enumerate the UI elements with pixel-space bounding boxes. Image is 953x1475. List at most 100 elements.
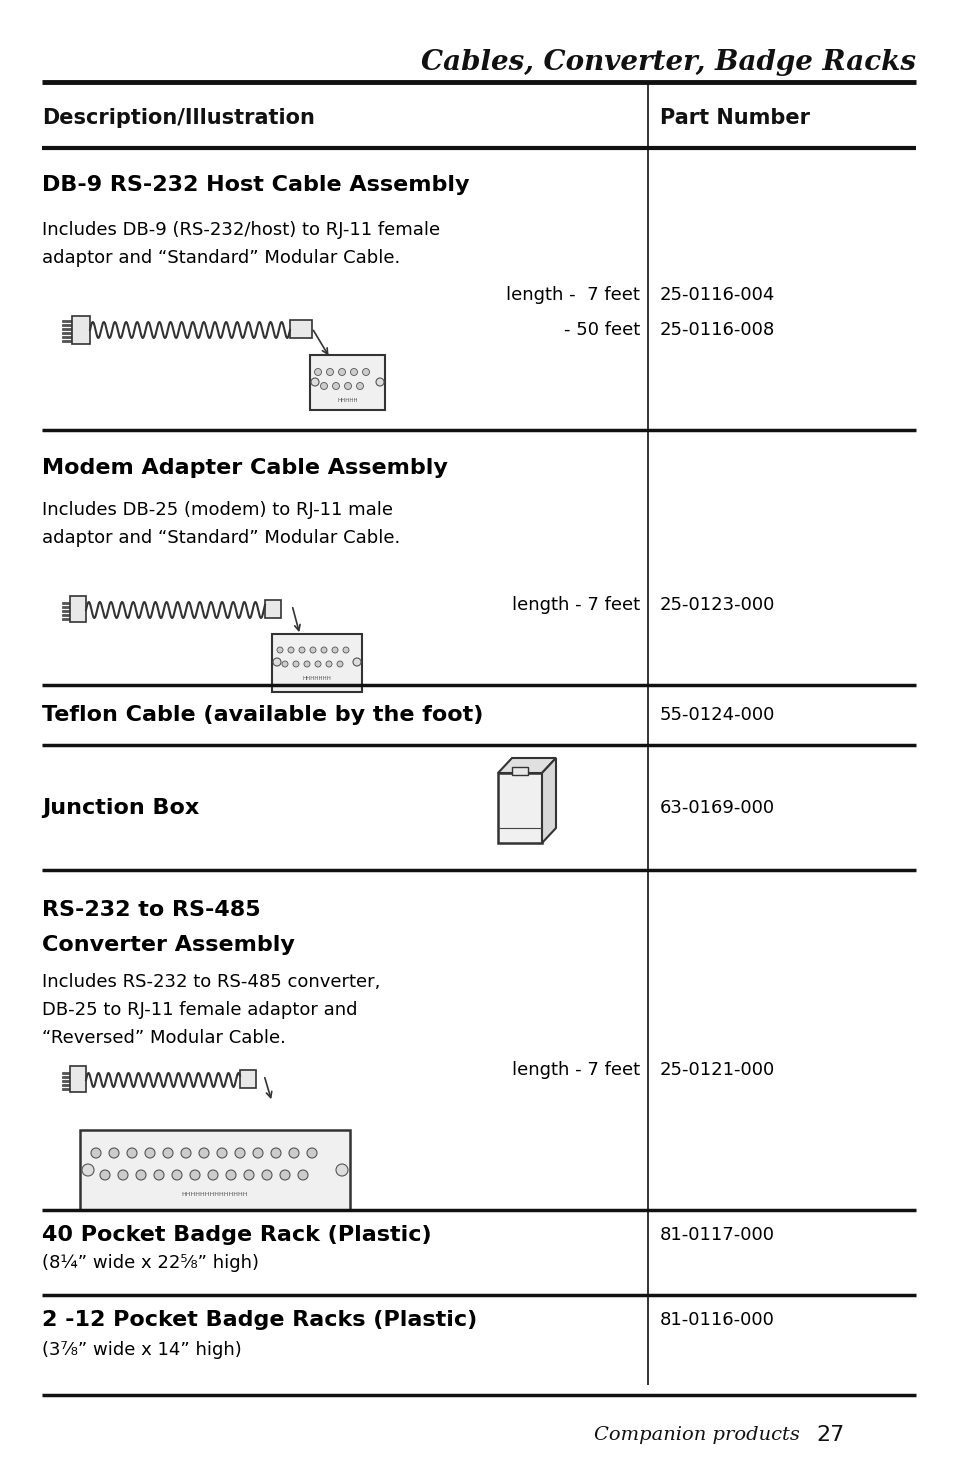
Text: RS-232 to RS-485: RS-232 to RS-485 <box>42 900 260 920</box>
Circle shape <box>307 1148 316 1158</box>
Circle shape <box>350 369 357 376</box>
Text: Includes RS-232 to RS-485 converter,: Includes RS-232 to RS-485 converter, <box>42 974 380 991</box>
Bar <box>62 1080 71 1083</box>
Bar <box>62 602 71 603</box>
Circle shape <box>293 661 298 667</box>
Text: (8¼” wide x 22⁵⁄₈” high): (8¼” wide x 22⁵⁄₈” high) <box>42 1254 258 1271</box>
Polygon shape <box>497 758 556 773</box>
Circle shape <box>326 661 332 667</box>
Text: length - 7 feet: length - 7 feet <box>512 596 639 614</box>
Circle shape <box>288 648 294 653</box>
Bar <box>71 316 90 344</box>
Circle shape <box>336 661 343 667</box>
Circle shape <box>244 1170 253 1180</box>
FancyBboxPatch shape <box>80 1130 350 1209</box>
Circle shape <box>344 382 351 389</box>
Circle shape <box>356 382 363 389</box>
Circle shape <box>353 658 360 667</box>
Circle shape <box>91 1148 101 1158</box>
Bar <box>290 320 312 338</box>
Text: 63-0169-000: 63-0169-000 <box>659 799 774 817</box>
Circle shape <box>310 648 315 653</box>
Text: HHHHHHHHHHHHHH: HHHHHHHHHHHHHH <box>182 1192 248 1196</box>
Circle shape <box>314 369 321 376</box>
Circle shape <box>375 378 384 386</box>
Polygon shape <box>541 758 556 844</box>
Circle shape <box>335 1164 348 1176</box>
Text: DB-9 RS-232 Host Cable Assembly: DB-9 RS-232 Host Cable Assembly <box>42 176 469 195</box>
Text: - 50 feet: - 50 feet <box>563 322 639 339</box>
Bar <box>70 596 86 622</box>
Circle shape <box>332 648 337 653</box>
Text: Part Number: Part Number <box>659 108 809 128</box>
Circle shape <box>100 1170 110 1180</box>
Bar <box>265 600 281 618</box>
Circle shape <box>326 369 334 376</box>
Circle shape <box>320 648 327 653</box>
Circle shape <box>289 1148 298 1158</box>
FancyBboxPatch shape <box>512 767 527 774</box>
Text: 2 -12 Pocket Badge Racks (Plastic): 2 -12 Pocket Badge Racks (Plastic) <box>42 1310 477 1330</box>
Bar <box>62 618 71 620</box>
Text: Cables, Converter, Badge Racks: Cables, Converter, Badge Racks <box>420 49 915 75</box>
Text: HHHHHHH: HHHHHHH <box>302 676 331 680</box>
Bar <box>62 1089 71 1090</box>
Text: 40 Pocket Badge Rack (Plastic): 40 Pocket Badge Rack (Plastic) <box>42 1226 431 1245</box>
Text: 27: 27 <box>815 1425 843 1446</box>
Text: Junction Box: Junction Box <box>42 798 199 819</box>
Bar <box>62 1084 71 1086</box>
Text: Converter Assembly: Converter Assembly <box>42 935 294 954</box>
Text: 81-0117-000: 81-0117-000 <box>659 1226 774 1243</box>
Circle shape <box>338 369 345 376</box>
Text: Companion products: Companion products <box>594 1426 800 1444</box>
Text: adaptor and “Standard” Modular Cable.: adaptor and “Standard” Modular Cable. <box>42 530 400 547</box>
Bar <box>62 341 74 342</box>
Text: 25-0116-008: 25-0116-008 <box>659 322 775 339</box>
Bar <box>62 327 74 330</box>
Circle shape <box>199 1148 209 1158</box>
Circle shape <box>282 661 288 667</box>
Circle shape <box>163 1148 172 1158</box>
Circle shape <box>320 382 327 389</box>
Circle shape <box>153 1170 164 1180</box>
Text: HHHHH: HHHHH <box>337 397 358 403</box>
Circle shape <box>172 1170 182 1180</box>
Text: 81-0116-000: 81-0116-000 <box>659 1311 774 1329</box>
Text: 25-0123-000: 25-0123-000 <box>659 596 775 614</box>
Text: 25-0121-000: 25-0121-000 <box>659 1061 775 1080</box>
Circle shape <box>216 1148 227 1158</box>
Text: Description/Illustration: Description/Illustration <box>42 108 314 128</box>
FancyBboxPatch shape <box>272 634 361 692</box>
Circle shape <box>82 1164 94 1176</box>
Text: Teflon Cable (available by the foot): Teflon Cable (available by the foot) <box>42 705 483 726</box>
Bar <box>62 332 74 333</box>
Circle shape <box>314 661 320 667</box>
Text: 25-0116-004: 25-0116-004 <box>659 286 775 304</box>
Circle shape <box>343 648 349 653</box>
Circle shape <box>297 1170 308 1180</box>
Bar <box>62 611 71 612</box>
Text: adaptor and “Standard” Modular Cable.: adaptor and “Standard” Modular Cable. <box>42 249 400 267</box>
Text: “Reversed” Modular Cable.: “Reversed” Modular Cable. <box>42 1030 286 1047</box>
Circle shape <box>226 1170 235 1180</box>
Circle shape <box>262 1170 272 1180</box>
Circle shape <box>118 1170 128 1180</box>
Bar <box>70 1066 86 1092</box>
Circle shape <box>253 1148 263 1158</box>
Text: length -  7 feet: length - 7 feet <box>506 286 639 304</box>
Bar <box>62 336 74 338</box>
Text: (3⁷⁄₈” wide x 14” high): (3⁷⁄₈” wide x 14” high) <box>42 1341 241 1358</box>
Circle shape <box>145 1148 154 1158</box>
Circle shape <box>136 1170 146 1180</box>
Text: DB-25 to RJ-11 female adaptor and: DB-25 to RJ-11 female adaptor and <box>42 1002 357 1019</box>
Circle shape <box>127 1148 137 1158</box>
Circle shape <box>273 658 281 667</box>
Bar <box>240 1069 255 1089</box>
Text: Includes DB-9 (RS-232/host) to RJ-11 female: Includes DB-9 (RS-232/host) to RJ-11 fem… <box>42 221 439 239</box>
Bar <box>62 1072 71 1074</box>
Circle shape <box>298 648 305 653</box>
Circle shape <box>271 1148 281 1158</box>
FancyBboxPatch shape <box>310 355 385 410</box>
Bar <box>62 1075 71 1078</box>
Circle shape <box>234 1148 245 1158</box>
